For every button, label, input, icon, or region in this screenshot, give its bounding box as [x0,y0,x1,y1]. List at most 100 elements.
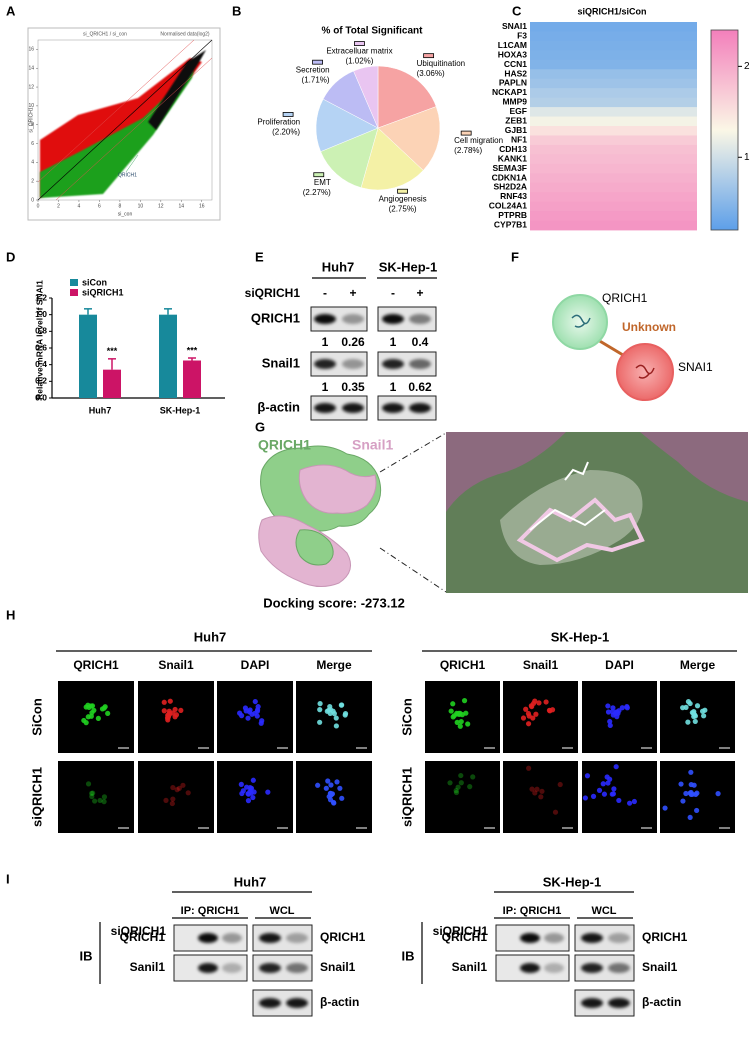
slice-label: Cell migration [454,136,503,145]
blot-band [520,933,540,943]
cell [605,780,611,786]
panel-label: F [511,249,519,264]
heatmap-cell [530,211,697,221]
cell [526,765,532,771]
group-label: SK-Hep-1 [551,629,610,644]
blot-band [222,933,242,943]
bar [79,314,97,398]
cell [584,773,591,779]
cell [616,797,622,804]
cell [701,713,707,719]
bar [103,369,121,398]
cell [248,785,255,791]
legend-label: siQRICH1 [82,287,124,297]
cell [678,781,684,787]
cell [533,711,539,717]
cell [89,790,95,797]
quantification: 0.4 [412,335,429,349]
heatmap-cell [530,163,697,174]
cell [333,715,339,721]
cell [520,715,527,721]
condition-label: SiCon [29,698,44,736]
cell [252,710,258,716]
micrograph [138,761,214,833]
blot-band [314,314,336,324]
heatmap-cell [530,59,697,70]
x-tick-label: SK-Hep-1 [160,405,201,415]
blot-band [409,314,431,324]
row-label: Sanil1 [130,960,166,974]
cell [662,805,668,811]
heatmap-cell [530,31,697,42]
protein-qrich1 [295,529,334,566]
cell [325,778,331,784]
cell [611,786,617,792]
cell [543,699,549,705]
cell [83,704,89,710]
row-label: CCN1 [504,59,527,69]
cell [467,784,473,790]
pie-slice [315,98,379,152]
cell [245,798,252,804]
heatmap-cell [530,154,697,165]
cell [248,790,254,796]
ib-label: IB [80,948,93,963]
cell [582,795,588,801]
surface [640,432,748,502]
cell [552,809,559,815]
row-label: KANK1 [498,153,528,163]
heatmap-cell [530,192,697,203]
cell [246,709,253,715]
cell [185,790,191,796]
blot-band [314,359,336,369]
cell [610,791,617,797]
bar [159,314,177,398]
cell [619,705,625,711]
y-tick-label: 0.8 [35,326,47,336]
legend-icon [313,172,325,178]
cell [170,784,176,791]
cell [90,790,96,796]
y-tick-label: 0 [31,197,34,203]
chart-title: % of Total Significant [322,26,424,37]
slice-value-label: (2.27%) [303,188,331,197]
cell [448,708,454,714]
condition: - [391,286,395,300]
cell [330,708,336,714]
cell [317,701,323,707]
cell [523,706,529,712]
cell [457,723,463,729]
y-axis-label: si_QRICH1 [28,107,34,133]
chart-subtitle: Normalised data(log2) [160,31,210,37]
cell [250,777,256,783]
quantification: 1 [322,380,329,394]
pie-slice [320,127,379,188]
blot-band [259,933,281,943]
row-label: ZEB1 [505,116,527,126]
x-tick-label: 2 [57,203,60,209]
blot-band [581,998,603,1008]
cell [97,797,103,804]
row-label: CYP7B1 [494,220,527,230]
y-tick-label: 2 [31,179,34,185]
row-label: SH2D2A [493,182,527,192]
cell [600,781,606,787]
channel-label: DAPI [241,658,270,672]
cell [530,700,537,707]
cell [250,794,256,801]
channel-label: Merge [680,658,716,672]
heatmap-cell [530,182,697,193]
y-tick-label: 8 [31,122,34,128]
cell [450,701,456,707]
protein-snail1 [298,464,377,514]
row-label: MMP9 [502,97,527,107]
node-qrich1 [552,294,608,350]
cell [688,769,694,775]
blot-band [544,933,564,943]
quantification: 1 [390,380,397,394]
cell [95,715,101,722]
blot-band [314,403,336,413]
cell [683,704,689,710]
slice-label: Secretion [296,65,330,74]
treatment: siQRICH1 [111,924,167,938]
